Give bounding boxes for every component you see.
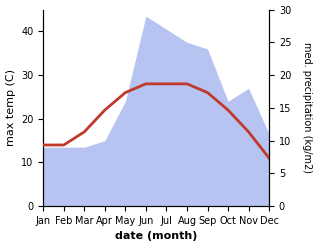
Y-axis label: max temp (C): max temp (C) [5, 69, 16, 146]
Y-axis label: med. precipitation (kg/m2): med. precipitation (kg/m2) [302, 42, 313, 173]
X-axis label: date (month): date (month) [115, 231, 197, 242]
